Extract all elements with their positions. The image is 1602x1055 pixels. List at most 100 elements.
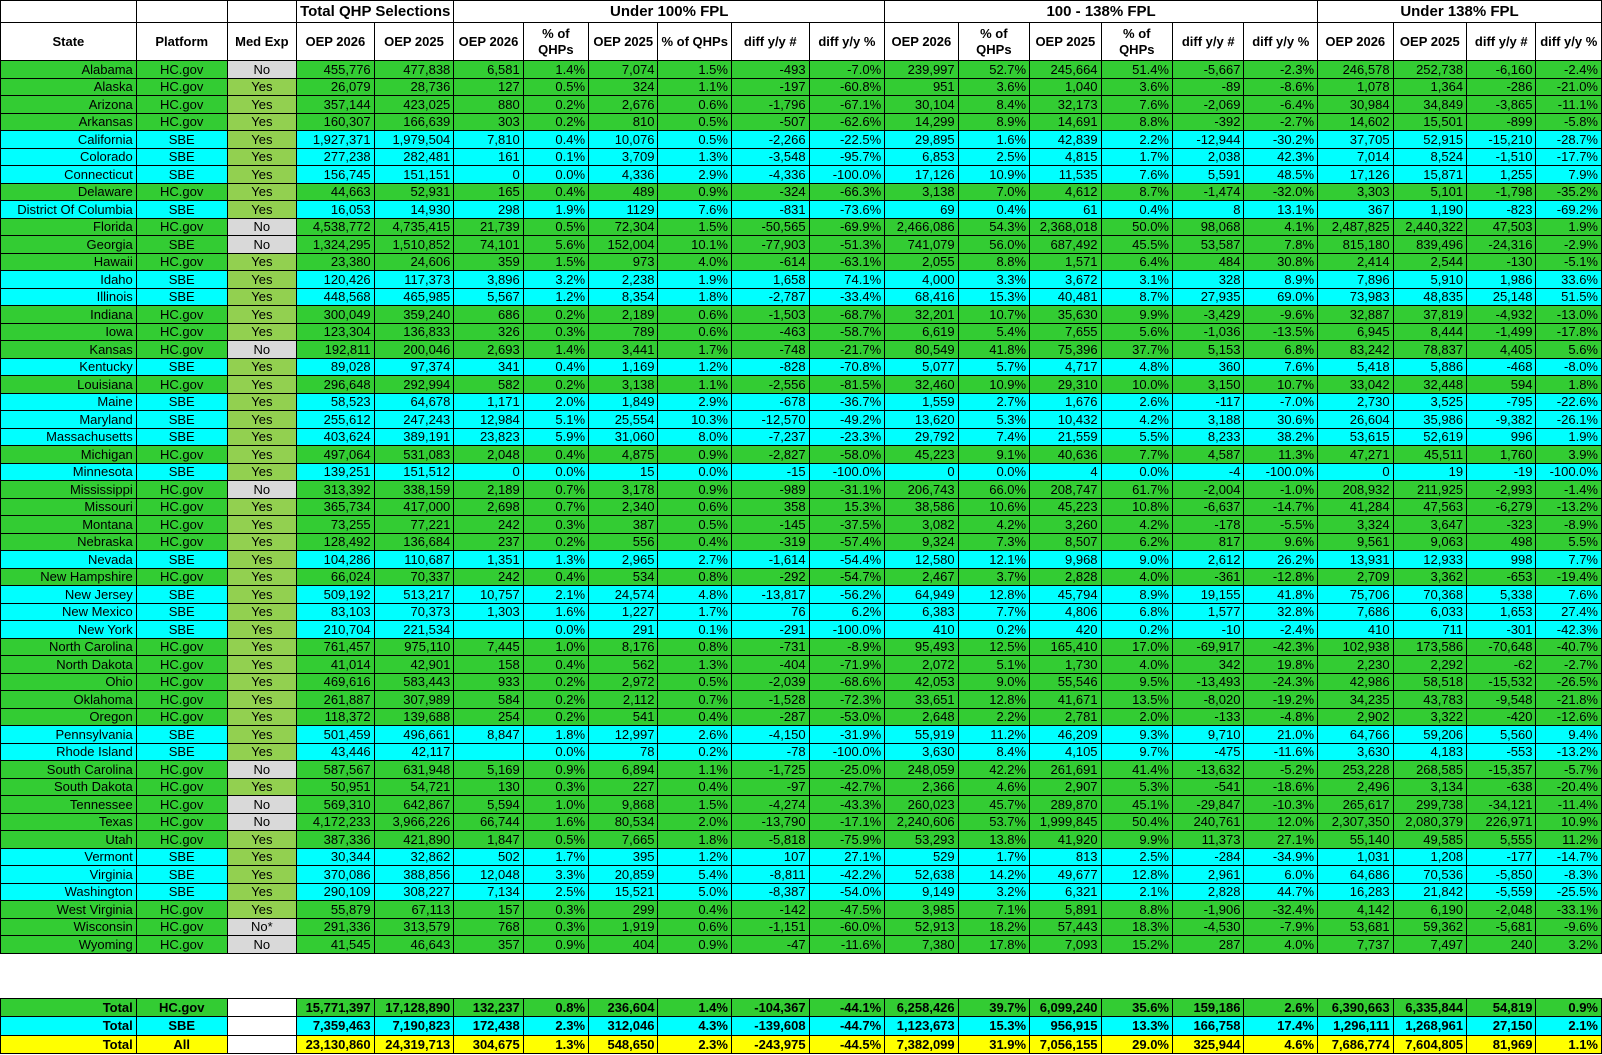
- cell: 8.7%: [1100, 287, 1174, 306]
- cell: 2,961: [1171, 865, 1245, 884]
- cell: 0: [884, 462, 959, 481]
- cell: -13.5%: [1243, 322, 1319, 341]
- state-cell: Colorado: [0, 147, 137, 166]
- cell: -1,474: [1171, 182, 1245, 201]
- state-cell: Wyoming: [0, 935, 137, 954]
- cell: 50.4%: [1100, 812, 1174, 831]
- state-cell: Michigan: [0, 445, 137, 464]
- cell: -468: [1466, 357, 1537, 376]
- cell: 59,362: [1392, 917, 1468, 936]
- cell: SBE: [135, 602, 228, 621]
- cell: -42.3%: [1535, 620, 1602, 639]
- cell: 1.2%: [657, 357, 732, 376]
- cell: 1.6%: [957, 130, 1031, 149]
- cell: 2.7%: [957, 392, 1031, 411]
- cell: -32.0%: [1243, 182, 1319, 201]
- cell: -13.2%: [1535, 497, 1602, 516]
- cell: -197: [730, 77, 810, 96]
- cell: 7,737: [1317, 935, 1394, 954]
- cell: 4,183: [1392, 742, 1468, 761]
- cell: 2.1%: [1100, 882, 1174, 901]
- cell: -541: [1171, 777, 1245, 796]
- state-row: Nevada SBE Yes 104,286 110,687 1,351 1.3% 2,965…: [0, 550, 1602, 569]
- cell: 14,602: [1317, 112, 1394, 131]
- cell: 4,587: [1171, 445, 1245, 464]
- cell: -1,614: [730, 550, 810, 569]
- cell: 1.8%: [657, 830, 732, 849]
- cell: 8,354: [588, 287, 659, 306]
- cell: HC.gov: [135, 375, 228, 394]
- cell: 253,228: [1317, 760, 1394, 779]
- cell: 1.3%: [522, 1034, 590, 1054]
- cell: 3.1%: [1100, 270, 1174, 289]
- cell: 37,705: [1317, 130, 1394, 149]
- cell: -100.0%: [1243, 462, 1319, 481]
- header-column-row: State Platform Med Exp OEP 2026 OEP 2025 OEP …: [0, 22, 1602, 61]
- cell: 41,920: [1029, 830, 1102, 849]
- cell: SBE: [135, 550, 228, 569]
- cell: 10.1%: [657, 235, 732, 254]
- state-cell: Tennessee: [0, 795, 137, 814]
- cell: SBE: [135, 165, 228, 184]
- cell: 160,307: [296, 112, 375, 131]
- cell: 3,966,226: [373, 812, 455, 831]
- cell: 2.0%: [522, 392, 590, 411]
- cell: 0.3%: [522, 917, 590, 936]
- cell: 29,895: [884, 130, 959, 149]
- cell: -17.7%: [1535, 147, 1602, 166]
- cell: -2,048: [1466, 900, 1537, 919]
- cell: 2,414: [1317, 252, 1394, 271]
- cell: 0.3%: [522, 777, 590, 796]
- cell: 1,351: [453, 550, 524, 569]
- cell: 117,373: [373, 270, 455, 289]
- cell: 2,693: [453, 340, 524, 359]
- cell: 45.5%: [1100, 235, 1174, 254]
- cell: -44.7%: [808, 1016, 886, 1036]
- cell: 47,503: [1466, 217, 1537, 236]
- cell: -8.3%: [1535, 865, 1602, 884]
- cell: 2,648: [884, 707, 959, 726]
- cell: 0.2%: [522, 707, 590, 726]
- cell: 20,859: [588, 865, 659, 884]
- cell: -68.6%: [808, 672, 886, 691]
- total-row: Total SBE 7,359,463 7,190,823 172,438 2.3% 312…: [0, 1016, 1602, 1036]
- cell: 41.8%: [1243, 585, 1319, 604]
- cell: -24,316: [1466, 235, 1537, 254]
- cell: 5,891: [1029, 900, 1102, 919]
- cell: -6,279: [1466, 497, 1537, 516]
- cell: 30.8%: [1243, 252, 1319, 271]
- state-row: Colorado SBE Yes 277,238 282,481 161 0.1% 3,709…: [0, 147, 1602, 166]
- cell: HC.gov: [135, 917, 228, 936]
- cell: Yes: [226, 637, 298, 656]
- cell: 52,638: [884, 865, 959, 884]
- cell: -5,818: [730, 830, 810, 849]
- cell: 123,304: [296, 322, 375, 341]
- cell: 4.6%: [1243, 1034, 1319, 1054]
- cell: 27,935: [1171, 287, 1245, 306]
- cell: 529: [884, 847, 959, 866]
- cell: 2,781: [1029, 707, 1102, 726]
- cell: 299,738: [1392, 795, 1468, 814]
- cell: 255,612: [296, 410, 375, 429]
- cell: -22.5%: [808, 130, 886, 149]
- cell: 1.9%: [1535, 427, 1602, 446]
- cell: -75.9%: [808, 830, 886, 849]
- cell: 1,255: [1466, 165, 1537, 184]
- cell: 313,392: [296, 480, 375, 499]
- spacer: [0, 952, 1602, 999]
- cell: -823: [1466, 200, 1537, 219]
- cell: HC.gov: [135, 830, 228, 849]
- cell: -25.5%: [1535, 882, 1602, 901]
- cell: HC.gov: [135, 217, 228, 236]
- cell: 5.1%: [957, 655, 1031, 674]
- cell: 80,549: [884, 340, 959, 359]
- cell: 2,907: [1029, 777, 1102, 796]
- cell: 312,046: [588, 1016, 659, 1036]
- cell: 89,028: [296, 357, 375, 376]
- cell: SBE: [135, 130, 228, 149]
- cell: -7.0%: [808, 60, 886, 79]
- cell: 172,438: [453, 1016, 524, 1036]
- cell: 0.5%: [657, 112, 732, 131]
- cell: 261,887: [296, 690, 375, 709]
- cell: 139,251: [296, 462, 375, 481]
